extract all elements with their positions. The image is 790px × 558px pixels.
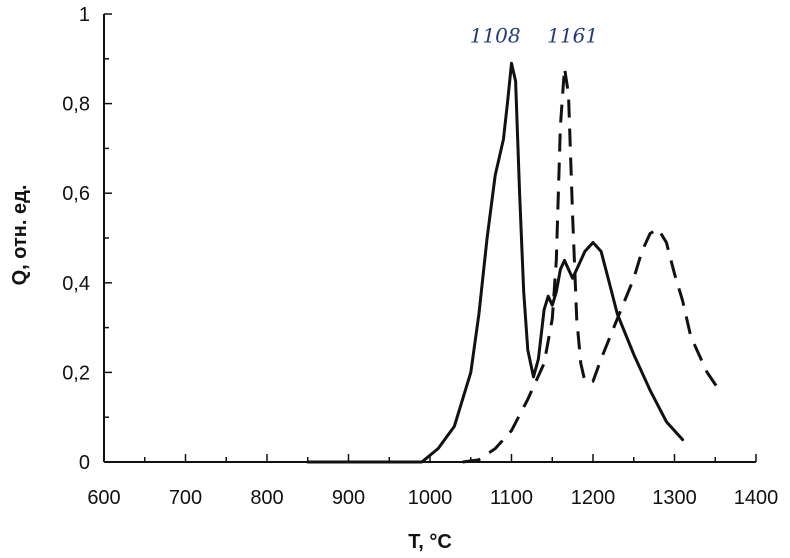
y-tick-label: 0,6 — [62, 183, 90, 205]
axes — [103, 14, 756, 463]
dashed-series-line — [462, 66, 721, 464]
x-tick-label: 1200 — [571, 487, 616, 509]
x-tick-label: 800 — [250, 487, 283, 509]
y-tick-label: 0,8 — [62, 94, 90, 116]
series-layer — [306, 61, 721, 464]
x-ticks: 600 700 800 900 1000 1100 1200 1300 1400 — [87, 454, 778, 509]
y-axis-title: Q, отн. ед. — [9, 185, 31, 286]
y-ticks: 0 0,2 0,4 0,6 0,8 1 — [62, 4, 112, 474]
x-tick-label: 1100 — [490, 487, 533, 509]
x-tick-label: 700 — [169, 487, 202, 509]
peak-annotation: 1108 — [470, 23, 521, 47]
annotations: 1108 1161 — [470, 23, 598, 47]
y-tick-label: 0,2 — [62, 362, 90, 384]
y-tick-label: 1 — [79, 4, 90, 26]
peak-annotation: 1161 — [547, 23, 598, 47]
solid-series-line — [306, 61, 685, 464]
x-tick-label: 600 — [87, 487, 120, 509]
x-tick-label: 1000 — [408, 487, 453, 509]
y-tick-label: 0 — [79, 452, 90, 474]
x-tick-label: 1300 — [652, 487, 697, 509]
x-tick-label: 1400 — [734, 487, 779, 509]
y-tick-label: 0,4 — [62, 273, 90, 295]
x-tick-label: 900 — [332, 487, 365, 509]
x-axis-title: T, °C — [408, 531, 452, 553]
